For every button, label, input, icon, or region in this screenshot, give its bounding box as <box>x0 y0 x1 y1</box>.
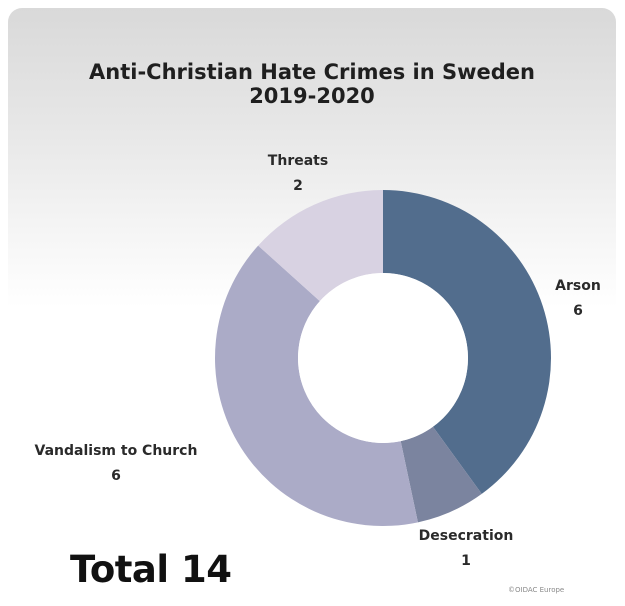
slice-label: Threats <box>268 153 328 169</box>
slice-label: Desecration <box>419 528 514 544</box>
slice-desecration <box>400 426 482 523</box>
slice-label: Arson <box>555 278 601 294</box>
slice-vandalism-to-church <box>215 245 418 526</box>
total-label: Total 14 <box>70 548 232 591</box>
slice-value-label: 1 <box>461 553 471 569</box>
chart-title: Anti-Christian Hate Crimes in Sweden 201… <box>8 60 616 108</box>
slice-value-label: 6 <box>573 303 583 319</box>
slice-label: Vandalism to Church <box>35 443 198 459</box>
slice-arson <box>383 190 551 494</box>
chart-title-line-2: 2019-2020 <box>249 84 375 108</box>
slice-threats <box>258 190 383 302</box>
slice-value-label: 6 <box>111 468 121 484</box>
slice-value-label: 2 <box>293 178 303 194</box>
chart-title-line-1: Anti-Christian Hate Crimes in Sweden <box>89 60 535 84</box>
donut-hole <box>298 273 468 443</box>
source-credit: ©OIDAC Europe <box>508 586 565 594</box>
